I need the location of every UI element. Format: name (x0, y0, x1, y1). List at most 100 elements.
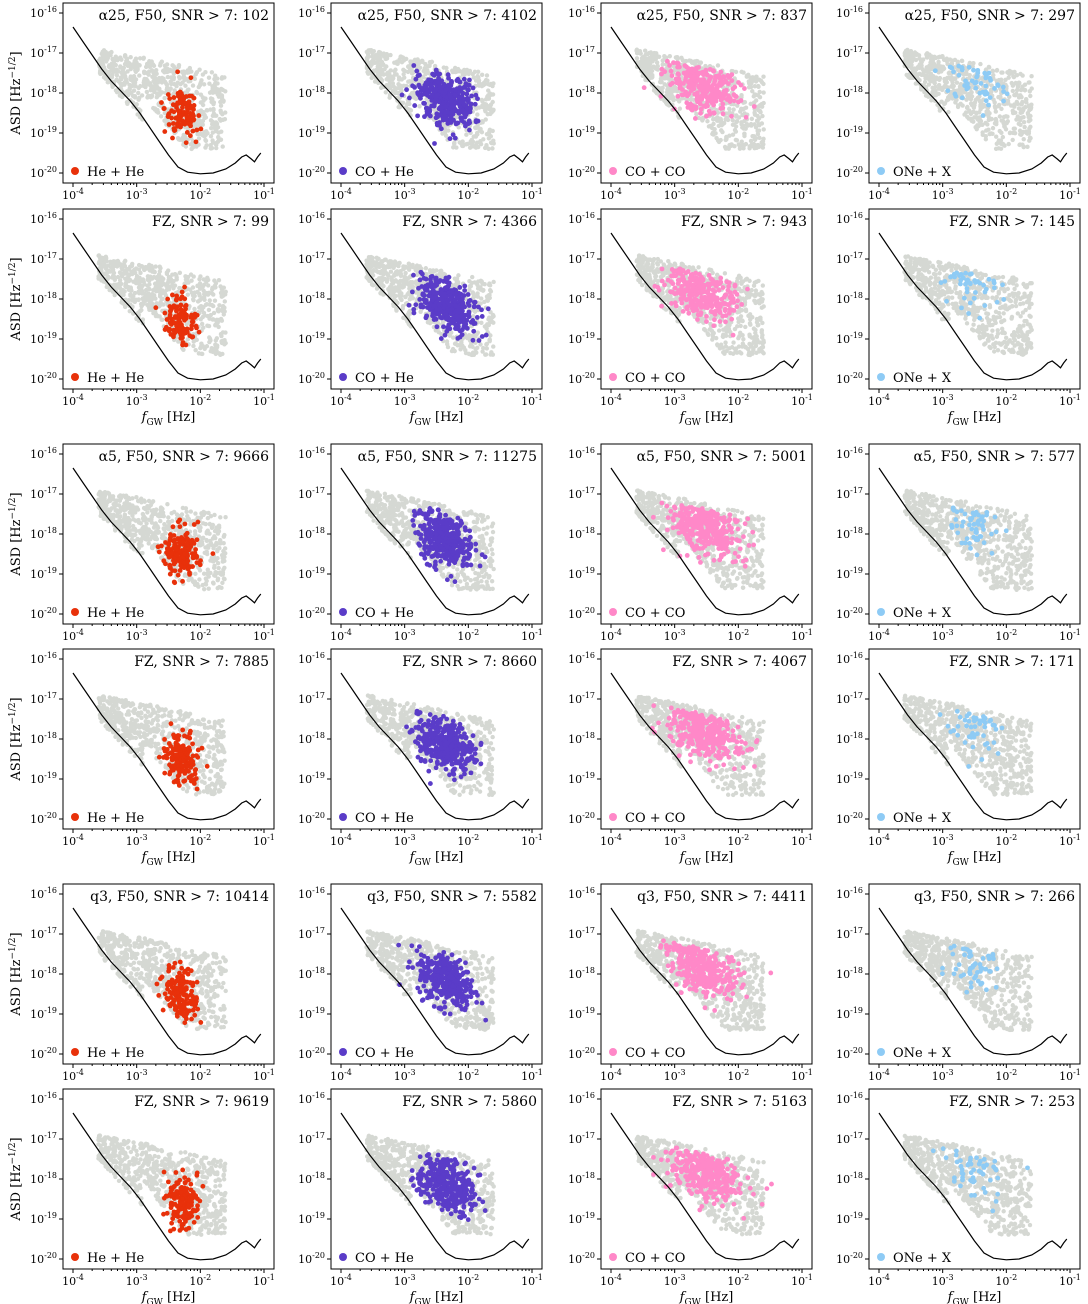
background-point (733, 69, 739, 75)
background-point (1011, 73, 1016, 79)
data-point (162, 129, 168, 134)
panel-title: α25, F50, SNR > 7: 297 (905, 8, 1075, 24)
background-point (99, 257, 104, 262)
data-point (179, 289, 185, 295)
legend-marker (71, 167, 79, 175)
background-point (148, 60, 153, 65)
data-point (971, 67, 976, 73)
background-point (171, 77, 176, 82)
data-point (984, 91, 990, 97)
data-point (432, 141, 437, 146)
background-point (1021, 119, 1027, 125)
data-point (187, 133, 193, 139)
data-point (196, 329, 202, 335)
background-point (739, 139, 744, 144)
background-point (161, 302, 166, 307)
background-point (709, 125, 715, 131)
background-point (450, 69, 456, 75)
background-point (670, 102, 675, 107)
background-point (714, 118, 720, 123)
data-point (469, 93, 474, 99)
data-point (164, 317, 170, 322)
background-point (460, 139, 465, 144)
data-point (467, 77, 472, 83)
background-point (743, 141, 749, 147)
data-point (404, 87, 409, 93)
data-point (725, 73, 731, 78)
data-point (194, 127, 200, 133)
data-point (751, 104, 757, 109)
data-point (449, 79, 454, 84)
background-point (730, 117, 735, 123)
background-point (760, 143, 765, 148)
background-point (719, 128, 724, 133)
background-point (484, 323, 489, 329)
data-point (732, 84, 738, 90)
y-tick-label: 10-19 (30, 125, 57, 140)
background-point (675, 55, 680, 60)
background-point (180, 69, 185, 75)
background-point (183, 136, 188, 142)
data-point (729, 78, 735, 83)
background-point (108, 265, 114, 270)
background-point (1023, 96, 1029, 102)
background-point (215, 308, 221, 314)
background-point (756, 116, 762, 121)
background-point (487, 91, 493, 96)
background-point (1028, 113, 1033, 119)
background-point (445, 341, 450, 347)
data-point (435, 79, 441, 85)
background-point (1017, 118, 1023, 123)
data-point (172, 314, 178, 319)
background-point (979, 76, 985, 81)
background-point (157, 269, 163, 274)
background-point (665, 87, 670, 92)
background-point (118, 64, 123, 69)
data-point (429, 97, 435, 103)
data-point (407, 95, 412, 101)
data-point (169, 115, 175, 121)
y-tick-label: 10-16 (298, 5, 325, 20)
data-point (162, 310, 168, 316)
background-point (1014, 87, 1020, 93)
background-point (109, 260, 115, 265)
data-point (462, 114, 468, 120)
background-point (202, 129, 207, 135)
background-point (136, 262, 142, 268)
background-point (134, 274, 140, 279)
background-point (959, 58, 965, 64)
background-point (746, 85, 752, 90)
background-point (112, 58, 117, 64)
data-point (475, 96, 480, 102)
background-point (114, 264, 120, 269)
background-point (973, 110, 979, 116)
y-axis-label: ASD [Hz−1/2] (8, 257, 24, 341)
background-point (164, 81, 169, 87)
data-point (973, 85, 979, 91)
background-point (955, 104, 961, 110)
background-point (204, 108, 210, 113)
background-point (731, 122, 736, 127)
background-point (984, 109, 989, 114)
background-point (380, 71, 386, 77)
x-tick-label: 10-3 (664, 187, 686, 202)
data-point (703, 92, 708, 98)
background-point (1007, 130, 1013, 136)
background-point (487, 129, 492, 134)
data-point (687, 80, 693, 86)
background-point (486, 146, 491, 152)
panel-2: 10-4 10-3 10-2 10-110-1610-1710-1810-1910-2… (298, 2, 543, 202)
background-point (129, 263, 135, 269)
background-point (1014, 91, 1019, 97)
background-point (470, 71, 475, 77)
background-point (658, 80, 664, 85)
background-point (756, 128, 762, 133)
data-point (717, 91, 723, 96)
background-point (191, 339, 196, 344)
data-point (674, 80, 680, 86)
y-tick-label: 10-17 (568, 45, 595, 60)
background-point (213, 338, 219, 343)
data-point (671, 60, 676, 66)
background-point (401, 58, 407, 63)
background-point (925, 55, 930, 60)
